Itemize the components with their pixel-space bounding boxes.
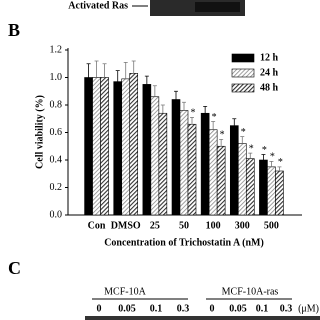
error-bar xyxy=(182,101,186,111)
error-bar xyxy=(277,166,282,171)
dose-label: 0.1 xyxy=(150,303,163,314)
y-tick-label: 0.6 xyxy=(50,127,63,138)
dose-label: 0.05 xyxy=(118,303,136,314)
error-bar xyxy=(152,85,157,97)
bar xyxy=(142,84,152,216)
x-tick-label: 500 xyxy=(264,220,279,231)
y-tick-label: 0.2 xyxy=(50,182,63,193)
unit-label: (μM) xyxy=(298,303,319,314)
bar xyxy=(171,99,181,216)
error-bar xyxy=(123,61,128,79)
significance-marker: * xyxy=(241,127,246,138)
bar xyxy=(179,110,189,216)
group-label: MCF-10A xyxy=(104,286,146,297)
blot-label: Activated Ras xyxy=(68,0,128,11)
group-label: MCF-10A-ras xyxy=(222,286,279,297)
error-bar xyxy=(190,116,194,125)
y-tick-label: 0.8 xyxy=(50,99,63,110)
dose-label: 0 xyxy=(97,303,102,314)
bar xyxy=(267,166,276,216)
significance-marker: * xyxy=(249,143,254,154)
bar xyxy=(275,170,284,216)
dose-label: 0.3 xyxy=(280,303,293,314)
x-tick-label: DMSO xyxy=(111,220,141,231)
bar xyxy=(121,78,131,216)
dose-label: 0.05 xyxy=(229,303,247,314)
panel-label: B xyxy=(8,20,20,40)
error-bar xyxy=(86,63,91,78)
significance-marker: * xyxy=(278,157,283,168)
bar xyxy=(237,143,247,216)
bar xyxy=(84,77,93,216)
legend-swatch xyxy=(231,53,255,63)
bar xyxy=(245,158,255,216)
error-bar xyxy=(94,60,99,78)
bar xyxy=(158,112,168,216)
x-tick-label: Con xyxy=(88,220,106,231)
error-bar xyxy=(203,105,208,114)
error-bar xyxy=(261,154,266,160)
y-tick-label: 0.4 xyxy=(50,154,63,165)
legend-label: 24 h xyxy=(260,67,279,78)
bar xyxy=(200,112,210,216)
dose-label: 0 xyxy=(210,303,215,314)
bar xyxy=(150,96,160,216)
y-tick-label: 1.2 xyxy=(50,44,63,55)
bar xyxy=(92,77,101,216)
panel-label: C xyxy=(8,258,21,278)
x-axis-title: Concentration of Trichostatin A (nM) xyxy=(104,237,264,248)
bar xyxy=(216,145,226,216)
dose-label: 0.1 xyxy=(256,303,269,314)
error-bar xyxy=(211,121,216,130)
error-bar xyxy=(248,152,253,159)
dose-label: 0.3 xyxy=(177,303,190,314)
x-tick-label: 50 xyxy=(179,220,189,231)
y-axis-title: Cell viability (%) xyxy=(34,95,45,169)
significance-marker: * xyxy=(191,108,196,119)
x-tick-label: 100 xyxy=(206,220,221,231)
error-bar xyxy=(102,63,107,78)
error-bar xyxy=(144,75,149,85)
error-bar xyxy=(269,160,274,167)
y-tick-label: 0.0 xyxy=(50,209,63,220)
bar xyxy=(259,159,268,216)
error-bar xyxy=(174,90,178,100)
error-bar xyxy=(240,136,245,144)
legend-label: 12 h xyxy=(260,52,279,63)
significance-marker: * xyxy=(262,145,267,156)
error-bar xyxy=(131,60,136,74)
bar xyxy=(113,81,123,216)
legend-swatch xyxy=(231,68,255,78)
error-bar xyxy=(115,70,120,82)
bar xyxy=(100,77,109,216)
x-tick-label: 300 xyxy=(235,220,250,231)
legend-label: 48 h xyxy=(260,82,279,93)
y-tick-label: 1.0 xyxy=(50,72,63,83)
legend-swatch xyxy=(231,83,255,93)
x-tick-label: 25 xyxy=(150,220,160,231)
bar xyxy=(129,73,139,216)
error-bar xyxy=(232,118,237,126)
significance-marker: * xyxy=(212,112,217,123)
error-bar xyxy=(160,104,165,114)
bar xyxy=(229,125,239,216)
error-bar xyxy=(219,138,224,147)
bar xyxy=(187,123,197,216)
blot-image xyxy=(85,316,320,320)
significance-marker: * xyxy=(220,130,225,141)
blot-band xyxy=(195,2,240,12)
significance-marker: * xyxy=(270,152,275,163)
bar xyxy=(208,129,218,216)
